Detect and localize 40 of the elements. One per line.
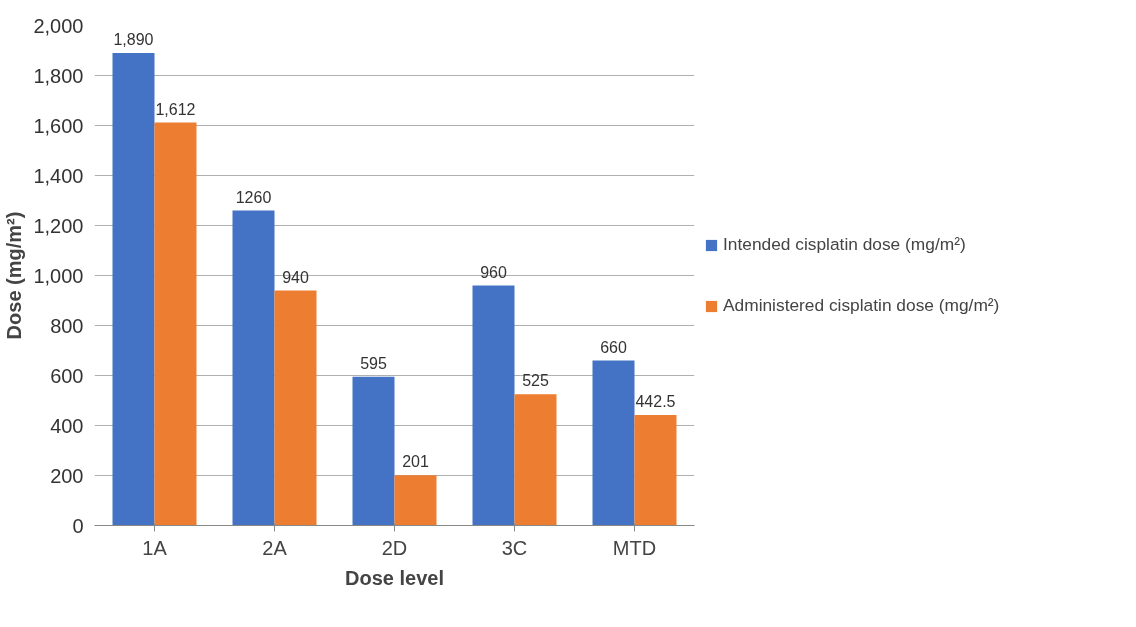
y-tick-label: 1,000	[33, 264, 84, 287]
data-label: 660	[600, 338, 627, 356]
x-tick-label: 2A	[262, 536, 288, 559]
bar	[232, 210, 275, 526]
y-tick-label: 1,400	[33, 164, 84, 187]
x-tick-label: 3C	[501, 536, 528, 559]
data-label: 201	[402, 453, 429, 471]
data-label: 442.5	[635, 392, 676, 410]
x-tick-label: 2D	[381, 536, 408, 559]
bar	[634, 414, 677, 526]
bar	[352, 376, 395, 526]
y-axis-title: Dose (mg/m²)	[3, 211, 26, 340]
bar	[394, 475, 437, 526]
y-tick-label: 1,200	[33, 214, 84, 237]
y-tick-label: 1,800	[33, 64, 84, 87]
bar	[592, 360, 635, 526]
y-tick-label: 400	[50, 414, 84, 437]
data-label: 960	[480, 263, 507, 281]
x-tick-label: MTD	[612, 536, 657, 559]
data-label: 1260	[235, 188, 272, 206]
y-tick-label: 0	[72, 514, 84, 537]
data-label: 595	[360, 354, 387, 372]
y-tick-label: 600	[50, 364, 84, 387]
bar	[472, 285, 515, 526]
bar	[514, 394, 557, 526]
y-tick-label: 200	[50, 464, 84, 487]
x-axis-title: Dose level	[345, 566, 444, 589]
bar	[154, 122, 197, 526]
data-label: 525	[522, 372, 549, 390]
x-tick-label: 1A	[142, 536, 168, 559]
legend-label: Intended cisplatin dose (mg/m²)	[723, 234, 966, 255]
y-tick-label: 2,000	[33, 14, 84, 37]
y-tick-label: 1,600	[33, 114, 84, 137]
bar	[112, 53, 155, 526]
data-label: 1,890	[113, 31, 154, 48]
data-label: 1,612	[155, 100, 196, 118]
bar	[274, 290, 317, 526]
legend-label: Administered cisplatin dose (mg/m²)	[723, 295, 1000, 316]
data-label: 940	[282, 268, 309, 286]
y-tick-label: 800	[50, 314, 84, 337]
